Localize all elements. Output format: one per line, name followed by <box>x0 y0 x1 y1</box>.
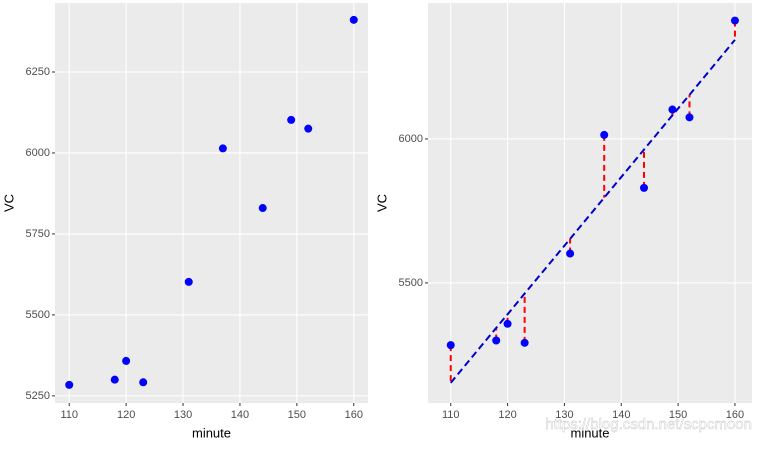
point <box>730 16 739 25</box>
x-tick-label: 130 <box>174 409 192 421</box>
x-tick-label: 120 <box>117 409 135 421</box>
y-tick-label: 5500 <box>399 277 423 289</box>
x-tick-label: 160 <box>345 409 363 421</box>
x-axis-title: minute <box>570 425 609 440</box>
fit-line <box>449 39 736 384</box>
watermark: https://blog.csdn.net/scpcmoon <box>545 416 752 433</box>
x-axis-title: minute <box>192 425 231 440</box>
point <box>218 144 227 153</box>
point <box>492 336 501 345</box>
point <box>304 124 313 133</box>
point <box>446 341 455 350</box>
x-tick-label: 130 <box>555 409 573 421</box>
point <box>640 183 648 192</box>
point <box>139 378 148 387</box>
point <box>668 105 677 114</box>
point <box>110 375 119 384</box>
x-tick-label: 110 <box>60 409 78 421</box>
y-tick-label: 5750 <box>26 228 50 240</box>
y-tick-label: 6000 <box>26 147 50 159</box>
y-tick-label: 6000 <box>399 133 423 145</box>
x-tick-label: 150 <box>669 409 687 421</box>
x-tick-label: 140 <box>231 409 249 421</box>
point <box>65 380 74 389</box>
point <box>184 277 193 286</box>
point <box>287 115 296 124</box>
x-tick-label: 150 <box>288 409 306 421</box>
x-tick-label: 120 <box>498 409 516 421</box>
plot-panel <box>428 3 752 403</box>
y-tick-label: 6250 <box>26 66 50 78</box>
point <box>600 130 609 139</box>
point <box>503 319 512 328</box>
point <box>566 249 575 258</box>
y-axis-title: VC <box>1 194 16 212</box>
point <box>520 338 529 347</box>
x-tick-label: 160 <box>726 409 744 421</box>
point <box>122 356 131 365</box>
point <box>685 113 694 122</box>
point <box>258 204 267 213</box>
y-tick-label: 5500 <box>26 309 50 321</box>
x-tick-label: 140 <box>612 409 630 421</box>
plot-panel <box>55 3 368 403</box>
y-tick-label: 5250 <box>26 390 50 402</box>
x-tick-label: 110 <box>442 409 460 421</box>
y-axis-title: VC <box>374 194 389 212</box>
point <box>349 15 358 24</box>
